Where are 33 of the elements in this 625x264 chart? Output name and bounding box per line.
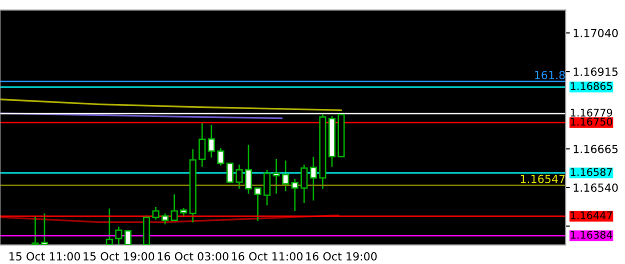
ref-line-label: 1.16447 <box>570 211 612 220</box>
candlestick <box>263 169 271 206</box>
candlestick <box>291 178 298 212</box>
x-tick-label: 16 Oct 19:00 <box>306 252 377 261</box>
candlestick <box>161 212 169 225</box>
x-tick-label: 16 Oct 11:00 <box>232 252 303 261</box>
candlestick <box>226 162 234 184</box>
ref-line-label: 1.16750 <box>570 118 612 126</box>
ref-line-label: 1.16865 <box>570 82 612 90</box>
y-tick-label: 1.16915 <box>574 68 618 76</box>
candlestick <box>217 148 224 166</box>
x-tick-label: 15 Oct 11:00 <box>10 252 80 261</box>
y-tick-label: 1.16540 <box>574 183 618 192</box>
candlestick <box>198 122 206 168</box>
candlestick <box>244 144 252 194</box>
x-tick-label: 15 Oct 19:00 <box>84 252 154 261</box>
ref-line-label: 1.16384 <box>570 230 612 239</box>
candlestick <box>300 164 308 204</box>
candlestick <box>272 158 280 194</box>
ref-line-label: 1.16779 <box>570 108 612 117</box>
candlestick <box>310 156 317 202</box>
candlestick <box>152 206 160 220</box>
y-tick-label: 1.17040 <box>574 28 618 38</box>
x-tick-label: 16 Oct 03:00 <box>158 252 228 261</box>
annotation: 1.16547 <box>520 174 565 184</box>
candlestick <box>236 164 243 190</box>
candlestick <box>208 124 215 158</box>
candlestick <box>282 160 290 192</box>
ref-line-label: 1.16587 <box>570 168 612 176</box>
annotation: 161.8 <box>535 70 565 80</box>
y-tick-label: 1.16665 <box>574 144 618 154</box>
candlestick <box>170 194 178 222</box>
candlestick <box>254 187 262 222</box>
